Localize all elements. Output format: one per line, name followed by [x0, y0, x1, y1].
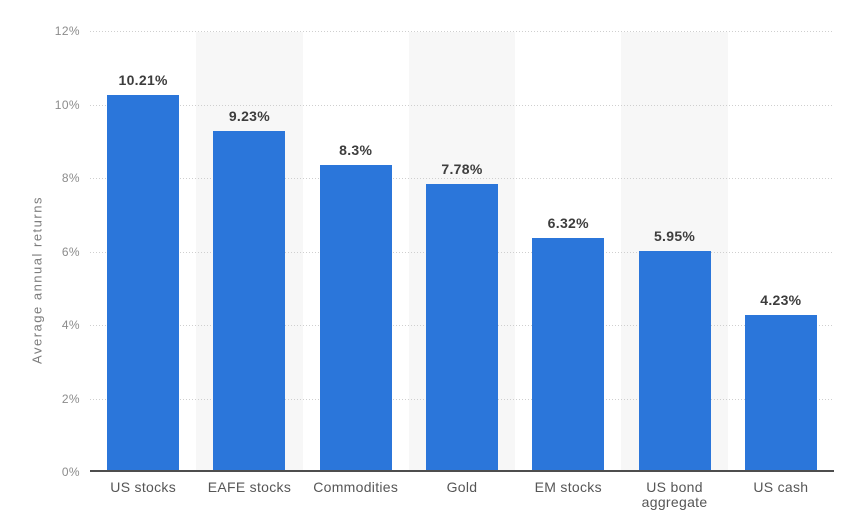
category-label: US bond aggregate — [641, 479, 708, 510]
y-tick-label: 12% — [54, 24, 80, 38]
category-label: EM stocks — [534, 479, 602, 495]
category-label: Commodities — [313, 479, 399, 495]
category-label: Gold — [446, 479, 478, 495]
bar-value-label: 4.23% — [760, 291, 802, 308]
bar-value-label: 7.78% — [441, 161, 483, 178]
x-axis-line — [90, 470, 834, 472]
bar-value-label: 5.95% — [653, 228, 696, 245]
bar — [532, 237, 605, 470]
bar-value-label: 8.3% — [339, 141, 373, 158]
gridline — [90, 104, 834, 106]
bar — [319, 164, 392, 470]
y-tick-label: 0% — [61, 465, 80, 479]
bar — [426, 184, 498, 470]
category-label: US stocks — [110, 479, 176, 495]
category-label: EAFE stocks — [207, 479, 292, 495]
y-tick-label: 10% — [54, 97, 80, 112]
bar — [744, 314, 817, 470]
bar-value-label: 9.23% — [228, 107, 271, 124]
bar — [638, 251, 711, 470]
bar — [213, 130, 286, 470]
gridline — [90, 31, 834, 32]
y-tick-label: 2% — [61, 391, 80, 406]
y-tick-label: 8% — [61, 171, 80, 185]
y-tick-label: 4% — [61, 318, 80, 332]
gridline — [90, 178, 834, 179]
plot-area: 10.21% 9.23% 8.3% 7.78% 6.32% 5.95% 4.23% — [90, 31, 834, 472]
bar-value-label: 6.32% — [547, 214, 589, 231]
y-axis-title: Average annual returns — [29, 196, 45, 364]
bar-value-label: 10.21% — [118, 71, 168, 88]
category-label: US cash — [753, 479, 809, 495]
y-tick-label: 6% — [61, 244, 80, 259]
bar — [107, 94, 180, 470]
